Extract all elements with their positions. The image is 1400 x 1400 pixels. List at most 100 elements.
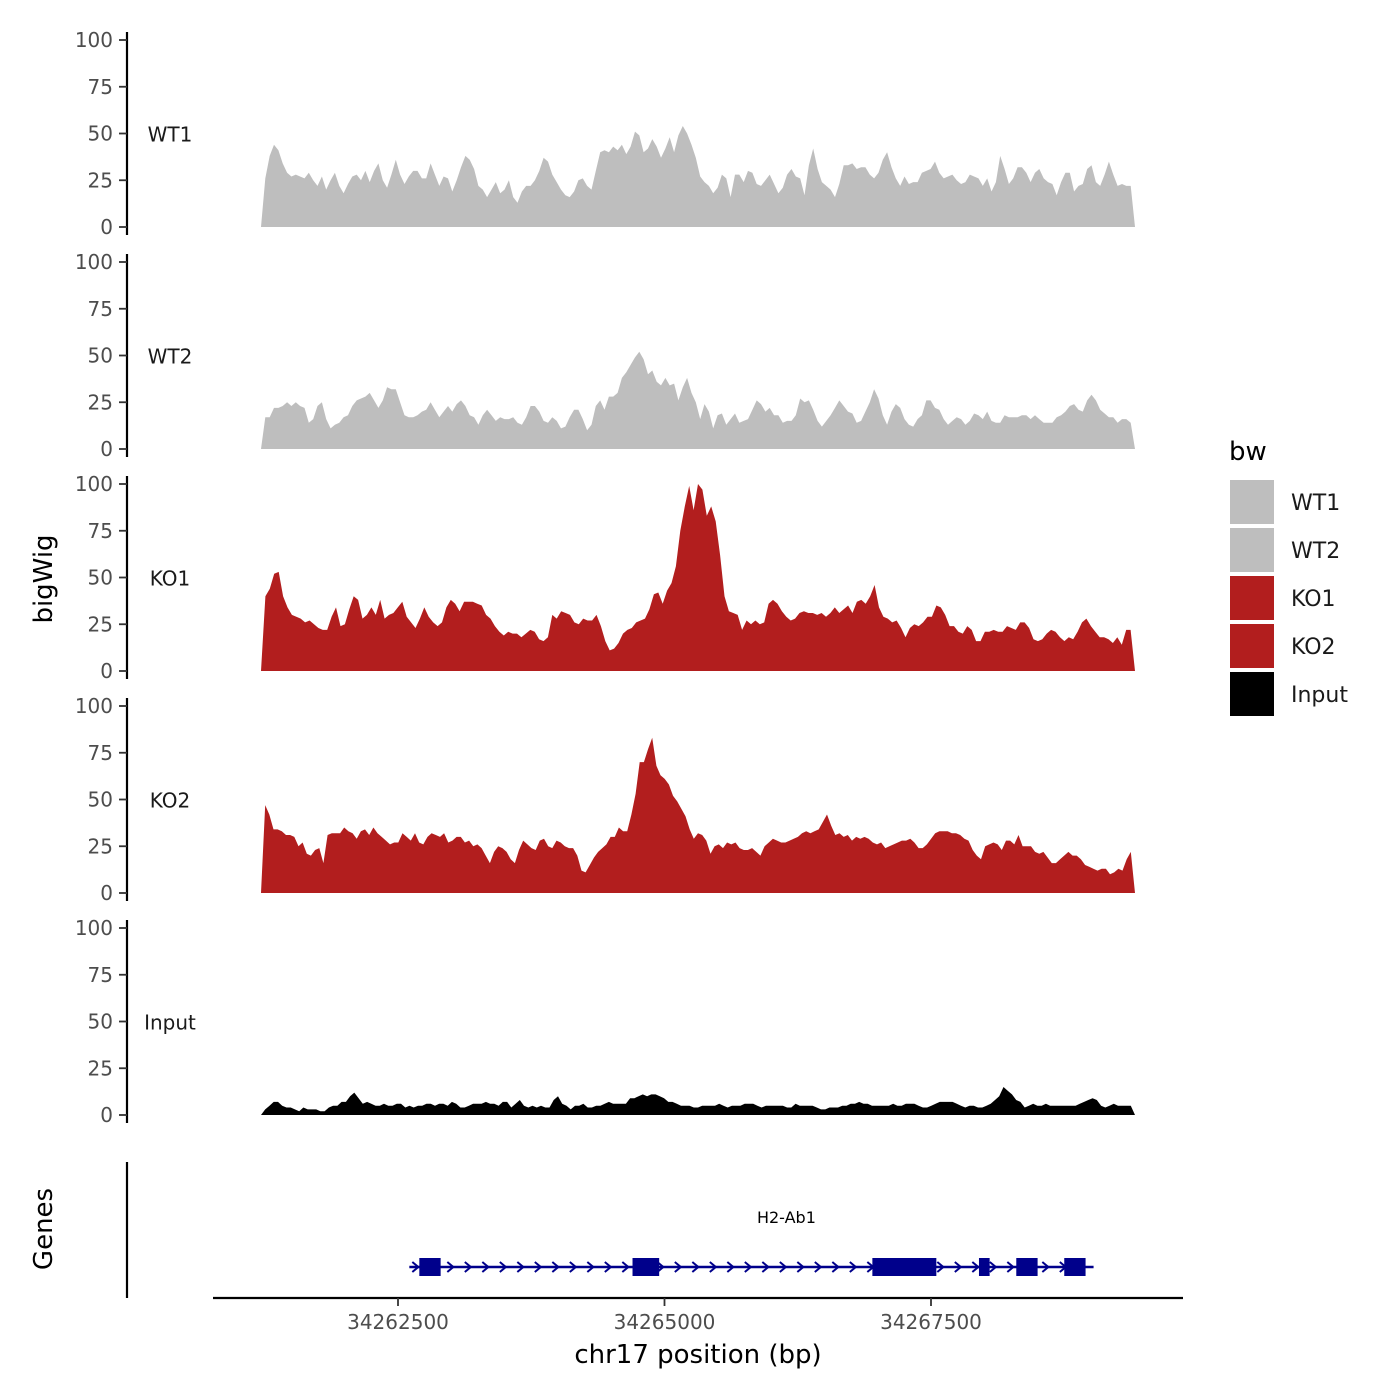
strand-arrow [796,1261,805,1273]
track-ko2: 100 75 50 25 0 KO2 [75,694,1135,905]
x-tick-label: 34265000 [614,1310,716,1334]
y-tick-label: 50 [88,344,113,368]
legend: bw WT1 WT2 KO1 KO2 Input [1229,437,1348,716]
exon [1064,1258,1086,1276]
y-tick-label: 50 [88,566,113,590]
track-wt2: 100 75 50 25 0 WT2 [75,250,1135,461]
x-axis: chr17 position (bp) 34262500 34265000 3426… [213,1296,1183,1370]
strand-arrow [411,1261,420,1273]
legend-label-input: Input [1291,683,1348,708]
strand-arrow [586,1261,595,1273]
genes-axis-title: Genes [29,1188,59,1270]
track-input: 100 75 50 25 0 Input [75,916,1135,1127]
y-tick-label: 100 [75,472,113,496]
y-tick-label: 100 [75,694,113,718]
bigwig-tracks: 1007550250WT11007550250WT21007550250KO11… [75,28,1135,1127]
signal-area [261,351,1135,449]
y-tick-label: 100 [75,250,113,274]
strand-arrow [481,1261,490,1273]
y-tick-label: 0 [100,881,113,905]
legend-label-wt2: WT2 [1291,539,1340,564]
strand-arrow [516,1261,525,1273]
gene-label: H2-Ab1 [757,1208,816,1227]
signal-area [261,737,1135,893]
track-label: WT2 [148,345,193,369]
strand-arrow [499,1261,508,1273]
strand-arrow [604,1261,613,1273]
track-ko1: 100 75 50 25 0 KO1 [75,472,1135,683]
x-tick-label: 34262500 [347,1310,449,1334]
track-label: Input [144,1011,196,1035]
strand-arrow [621,1261,630,1273]
legend-key-ko1 [1230,576,1274,620]
gene-h2-ab1: H2-Ab1 [409,1208,1094,1276]
strand-arrow [446,1261,455,1273]
strand-arrow [656,1261,665,1273]
y-tick-label: 0 [100,215,113,239]
y-tick-label: 25 [88,168,113,192]
strand-arrow [744,1261,753,1273]
exon [978,1258,990,1276]
exon [872,1258,937,1276]
strand-arrow [726,1261,735,1273]
strand-arrow [569,1261,578,1273]
y-tick-label: 75 [88,519,113,543]
y-tick-label: 100 [75,28,113,52]
legend-label-ko2: KO2 [1291,635,1336,660]
x-axis-title: chr17 position (bp) [574,1340,821,1370]
y-tick-label: 25 [88,1056,113,1080]
strand-arrow [551,1261,560,1273]
y-tick-label: 0 [100,1103,113,1127]
strand-arrow [709,1261,718,1273]
strand-arrow [464,1261,473,1273]
track-label: WT1 [148,123,193,147]
y-tick-label: 75 [88,297,113,321]
y-tick-label: 50 [88,788,113,812]
strand-arrow [849,1261,858,1273]
y-tick-label: 25 [88,612,113,636]
strand-arrow [971,1261,980,1273]
strand-arrow [779,1261,788,1273]
legend-key-input [1230,672,1274,716]
track-wt1: 100 75 50 25 0 WT1 [75,28,1135,239]
signal-area [261,1087,1135,1115]
strand-arrow [831,1261,840,1273]
exon [419,1258,441,1276]
strand-arrow [936,1261,945,1273]
strand-arrow [989,1261,998,1273]
y-axis-title: bigWig [29,534,59,623]
strand-arrow [534,1261,543,1273]
legend-key-ko2 [1230,624,1274,668]
strand-arrow [674,1261,683,1273]
y-tick-label: 0 [100,659,113,683]
y-tick-label: 75 [88,75,113,99]
strand-arrow [691,1261,700,1273]
signal-area [261,484,1135,671]
legend-title: bw [1229,437,1267,467]
strand-arrow [1041,1261,1050,1273]
y-tick-label: 25 [88,390,113,414]
genes-panel: Genes H2-Ab1 [29,1162,1094,1298]
y-tick-label: 50 [88,122,113,146]
track-label: KO2 [150,789,191,813]
y-tick-label: 100 [75,916,113,940]
track-label: KO1 [150,567,191,591]
y-tick-label: 25 [88,834,113,858]
x-tick-label: 34267500 [880,1310,982,1334]
strand-arrow [814,1261,823,1273]
legend-label-ko1: KO1 [1291,587,1336,612]
legend-label-wt1: WT1 [1291,491,1340,516]
strand-arrow [954,1261,963,1273]
y-tick-label: 0 [100,437,113,461]
legend-key-wt1 [1230,480,1274,524]
y-tick-label: 75 [88,741,113,765]
signal-area [261,126,1135,227]
y-tick-label: 75 [88,963,113,987]
strand-arrow [1006,1261,1015,1273]
exon [1016,1258,1038,1276]
strand-arrow [761,1261,770,1273]
y-tick-label: 50 [88,1010,113,1034]
exon [632,1258,660,1276]
legend-key-wt2 [1230,528,1274,572]
